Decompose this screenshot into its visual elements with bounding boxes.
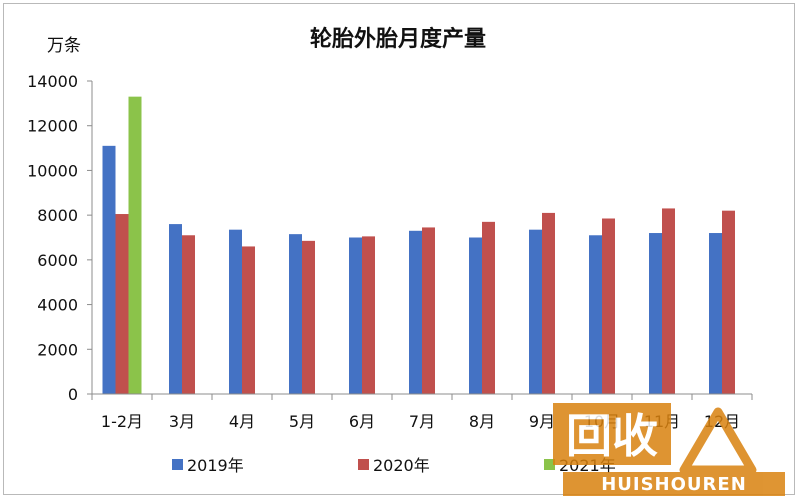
legend-swatch-2019年: [172, 459, 183, 470]
bar-2020年-11月: [662, 208, 675, 394]
y-tick-label: 0: [68, 385, 78, 404]
watermark-badge: [553, 403, 671, 465]
y-tick-label: 6000: [37, 251, 78, 270]
y-tick-label: 4000: [37, 296, 78, 315]
x-tick-label: 5月: [289, 412, 315, 431]
bar-2019年-10月: [589, 235, 602, 394]
bar-2020年-7月: [422, 227, 435, 394]
bar-2020年-1-2月: [115, 214, 129, 394]
watermark-sub-text: HUISHOUREN: [601, 474, 747, 495]
bars: [102, 96, 735, 395]
bar-2020年-5月: [302, 240, 315, 394]
y-tick-label: 10000: [27, 161, 78, 180]
bar-2019年-12月: [709, 233, 722, 394]
legend: 2019年 2020年 2021年: [172, 456, 616, 475]
bar-2019年-4月: [229, 229, 242, 394]
legend-swatch-2020年: [358, 459, 369, 470]
y-tick-label: 14000: [27, 72, 78, 91]
bar-2020年-3月: [182, 235, 195, 394]
y-tick-label: 12000: [27, 117, 78, 136]
watermark: 回收 HUISHOUREN: [553, 403, 785, 496]
bar-2019年-9月: [529, 229, 542, 394]
x-tick-label: 9月: [529, 412, 555, 431]
y-unit-label: 万条: [47, 36, 81, 56]
bar-2019年-5月: [289, 234, 302, 394]
watermark-main-text: 回收: [566, 409, 658, 463]
bar-2020年-8月: [482, 221, 495, 394]
bar-2019年-1-2月: [102, 145, 116, 394]
legend-label-2019年: 2019年: [187, 456, 244, 475]
x-tick-label: 3月: [169, 412, 195, 431]
legend-label-2020年: 2020年: [373, 456, 430, 475]
bar-2020年-4月: [242, 246, 255, 394]
chart-title: 轮胎外胎月度产量: [310, 26, 486, 52]
x-tick-label: 7月: [409, 412, 435, 431]
y-tick-label: 2000: [37, 340, 78, 359]
y-axis: 0 2000 4000 6000 8000 10000 12000 14000: [27, 72, 93, 404]
bar-2020年-9月: [542, 212, 555, 394]
bar-2020年-6月: [362, 236, 375, 394]
bar-2020年-10月: [602, 218, 615, 394]
bar-2020年-12月: [722, 210, 735, 394]
x-tick-label: 4月: [229, 412, 255, 431]
watermark-sub-badge: [563, 472, 785, 496]
x-tick-label: 8月: [469, 412, 495, 431]
bar-2019年-7月: [409, 230, 422, 394]
x-tick-label: 6月: [349, 412, 375, 431]
x-tick-label: 1-2月: [101, 412, 143, 431]
recycle-triangle-icon: [679, 407, 757, 475]
bar-2019年-11月: [649, 233, 662, 394]
bar-2021年-1-2月: [128, 96, 142, 395]
bar-2019年-3月: [169, 224, 182, 394]
legend-swatch-2021年: [544, 459, 555, 470]
y-tick-label: 8000: [37, 206, 78, 225]
bar-2019年-8月: [469, 237, 482, 394]
bar-2019年-6月: [349, 237, 362, 394]
